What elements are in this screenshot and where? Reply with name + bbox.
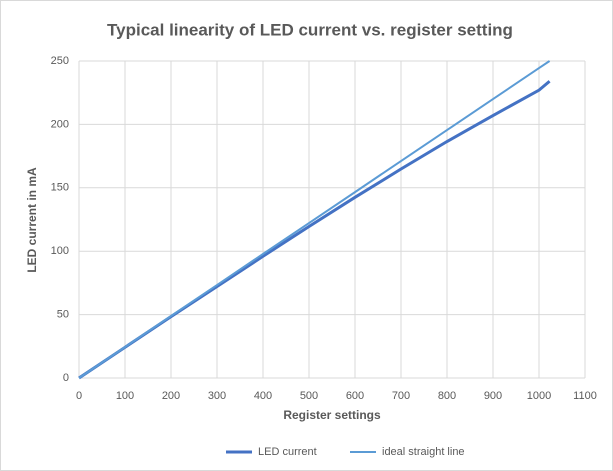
x-tick-label: 1100 bbox=[573, 390, 597, 402]
y-tick-label: 50 bbox=[57, 309, 69, 321]
x-tick-label: 0 bbox=[76, 390, 82, 402]
legend-label: ideal straight line bbox=[382, 446, 465, 458]
legend-label: LED current bbox=[258, 446, 317, 458]
y-tick-label: 100 bbox=[51, 245, 69, 257]
x-tick-label: 600 bbox=[346, 390, 364, 402]
x-tick-label: 800 bbox=[438, 390, 456, 402]
chart-title: Typical linearity of LED current vs. reg… bbox=[107, 20, 513, 39]
y-tick-label: 150 bbox=[51, 182, 69, 194]
series-line bbox=[78, 60, 551, 379]
y-tick-label: 200 bbox=[51, 118, 69, 130]
x-tick-label: 500 bbox=[300, 390, 318, 402]
x-tick-label: 900 bbox=[484, 390, 502, 402]
x-tick-label: 700 bbox=[392, 390, 410, 402]
x-tick-label: 400 bbox=[254, 390, 272, 402]
x-tick-label: 100 bbox=[116, 390, 134, 402]
y-axis-title: LED current in mA bbox=[25, 167, 39, 273]
y-tick-label: 250 bbox=[51, 55, 69, 67]
x-axis-title: Register settings bbox=[283, 408, 381, 422]
x-tick-label: 300 bbox=[208, 390, 226, 402]
x-tick-label: 1000 bbox=[527, 390, 551, 402]
x-tick-label: 200 bbox=[162, 390, 180, 402]
y-tick-label: 0 bbox=[63, 372, 69, 384]
